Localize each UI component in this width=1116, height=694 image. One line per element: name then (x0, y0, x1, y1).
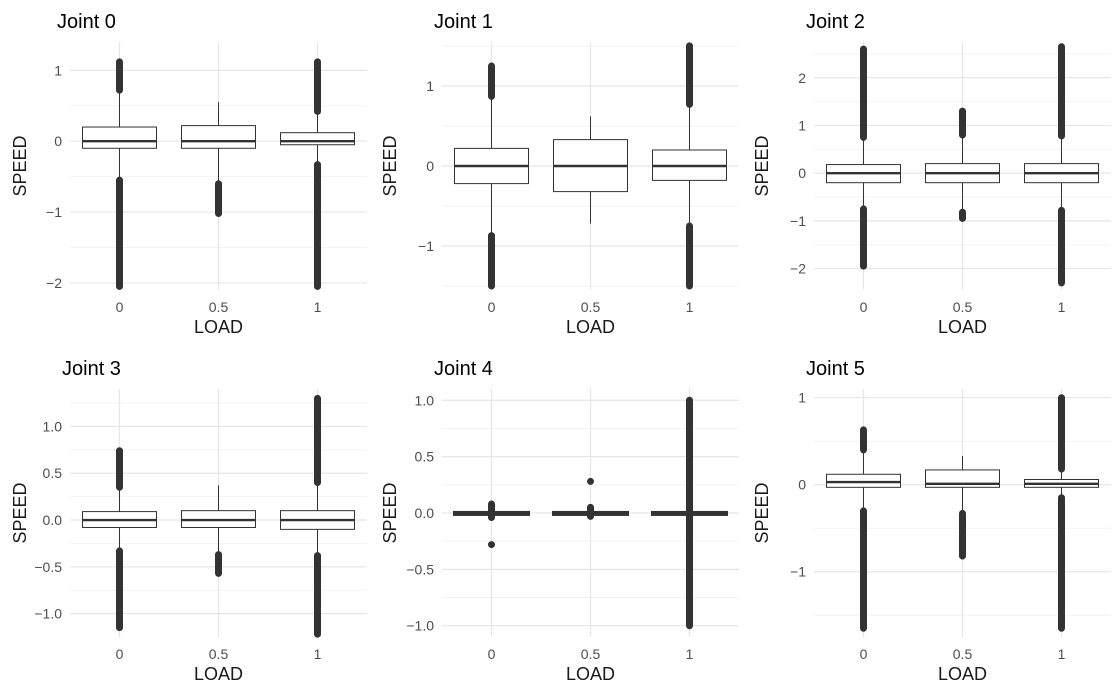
y-tick-label: 0 (426, 158, 434, 174)
y-tick-label: −0.5 (34, 559, 62, 575)
x-axis-label: LOAD (194, 317, 243, 337)
y-tick-label: 0 (798, 477, 806, 493)
y-axis-label: SPEED (752, 135, 772, 196)
y-axis-label: SPEED (752, 482, 772, 543)
y-tick-label: −0.5 (406, 561, 434, 577)
y-tick-label: −1 (790, 213, 806, 229)
chart-svg: Joint 3 −1.0 −0.5 0.0 0.5 1.0 0 0.5 1 LOAD SPEED (10, 358, 367, 684)
boxplot-1 (1024, 394, 1099, 632)
y-tick-label: 0 (798, 165, 806, 181)
y-axis-label: SPEED (380, 482, 400, 543)
y-axis-label: SPEED (10, 135, 30, 196)
box-iqr (826, 473, 901, 488)
chart-svg: Joint 4 −1.0 −0.5 0.0 0.5 1.0 0 0.5 1 LOAD SPEED (380, 358, 739, 684)
boxplot-0 (826, 45, 901, 270)
y-tick-label: −1.0 (34, 606, 62, 622)
x-tick-label: 1 (1058, 299, 1066, 315)
y-tick-label: 0.0 (415, 505, 435, 521)
boxplot-0-5 (552, 477, 629, 520)
chart-title: Joint 2 (806, 11, 865, 33)
chart-panel-joint-3: Joint 3 −1.0 −0.5 0.0 0.5 1.0 0 0.5 1 LOAD SPEED (0, 347, 372, 694)
x-tick-label: 0 (116, 646, 124, 662)
y-tick-label: −2 (790, 261, 806, 277)
boxplot-0-5 (181, 102, 256, 217)
y-tick-label: 1.0 (415, 392, 435, 408)
chart-svg: Joint 1 −1 0 1 0 0.5 1 LOAD SPEED (380, 11, 739, 337)
chart-panel-joint-1: Joint 1 −1 0 1 0 0.5 1 LOAD SPEED (372, 0, 744, 347)
chart-svg: Joint 2 −2 −1 0 1 2 0 0.5 1 LOAD SPEED (752, 11, 1111, 337)
x-tick-label: 0 (488, 299, 496, 315)
y-tick-label: 1 (426, 78, 434, 94)
y-tick-label: 1 (798, 390, 806, 406)
boxplot-1 (651, 396, 728, 630)
x-axis-label: LOAD (566, 664, 615, 684)
chart-panel-joint-2: Joint 2 −2 −1 0 1 2 0 0.5 1 LOAD SPEED (744, 0, 1116, 347)
chart-title: Joint 4 (434, 358, 493, 380)
y-tick-label: −1 (46, 204, 62, 220)
x-tick-label: 1 (686, 646, 694, 662)
x-tick-label: 0 (860, 299, 868, 315)
y-tick-label: 1 (798, 117, 806, 133)
x-tick-label: 0.5 (209, 299, 229, 315)
boxplot-0 (82, 447, 157, 632)
y-tick-label: −2 (46, 275, 62, 291)
y-tick-label: 2 (798, 70, 806, 86)
x-tick-label: 0.5 (209, 646, 229, 662)
chart-title: Joint 0 (57, 11, 116, 33)
y-tick-label: 0 (54, 133, 62, 149)
x-axis-label: LOAD (938, 664, 987, 684)
boxplot-0 (453, 500, 530, 549)
x-tick-label: 1 (1058, 646, 1066, 662)
y-tick-label: −1.0 (406, 618, 434, 634)
chart-svg: Joint 5 −1 0 1 0 0.5 1 LOAD SPEED (752, 358, 1111, 684)
chart-title: Joint 1 (434, 11, 493, 33)
chart-panel-joint-0: Joint 0 −2 −1 0 1 0 0.5 1 LOAD SPEED (0, 0, 372, 347)
x-axis-label: LOAD (566, 317, 615, 337)
y-axis-label: SPEED (380, 135, 400, 196)
boxplot-0-5 (925, 107, 1000, 222)
x-axis-label: LOAD (938, 317, 987, 337)
boxplot-1 (652, 42, 727, 290)
x-tick-label: 1 (314, 299, 322, 315)
x-tick-label: 0.5 (953, 646, 973, 662)
x-axis-label: LOAD (194, 664, 243, 684)
boxplot-0-5 (553, 116, 628, 224)
box-iqr (280, 132, 355, 146)
y-tick-label: 1.0 (43, 418, 63, 434)
x-tick-label: 0.5 (581, 646, 601, 662)
x-tick-label: 0.5 (953, 299, 973, 315)
x-tick-label: 0.5 (581, 299, 601, 315)
x-tick-label: 0 (116, 299, 124, 315)
y-tick-label: −1 (790, 564, 806, 580)
y-axis-label: SPEED (10, 482, 30, 543)
outlier-point (686, 42, 693, 50)
y-tick-label: 0.0 (43, 512, 63, 528)
y-tick-label: −1 (418, 238, 434, 254)
boxplot-1 (280, 58, 355, 290)
x-tick-label: 0 (488, 646, 496, 662)
y-tick-label: 0.5 (43, 465, 63, 481)
boxplot-1 (1024, 43, 1099, 287)
boxplot-0 (826, 426, 901, 632)
chart-title: Joint 3 (62, 358, 121, 380)
y-tick-label: 0.5 (415, 449, 435, 465)
boxplot-0-5 (925, 456, 1000, 560)
boxplot-0 (454, 62, 529, 290)
boxplot-1 (280, 394, 355, 638)
box-iqr (82, 126, 157, 149)
boxplot-0 (82, 58, 157, 290)
outlier-point (488, 541, 495, 549)
outlier-point (587, 477, 594, 485)
y-tick-label: 1 (54, 62, 62, 78)
x-tick-label: 1 (314, 646, 322, 662)
x-tick-label: 1 (686, 299, 694, 315)
chart-panel-joint-5: Joint 5 −1 0 1 0 0.5 1 LOAD SPEED (744, 347, 1116, 694)
x-tick-label: 0 (860, 646, 868, 662)
chart-title: Joint 5 (806, 358, 865, 380)
chart-svg: Joint 0 −2 −1 0 1 0 0.5 1 LOAD SPEED (10, 11, 367, 337)
chart-panel-joint-4: Joint 4 −1.0 −0.5 0.0 0.5 1.0 0 0.5 1 LOAD SPEED (372, 347, 744, 694)
boxplot-0-5 (181, 485, 256, 577)
box-iqr (181, 125, 256, 149)
